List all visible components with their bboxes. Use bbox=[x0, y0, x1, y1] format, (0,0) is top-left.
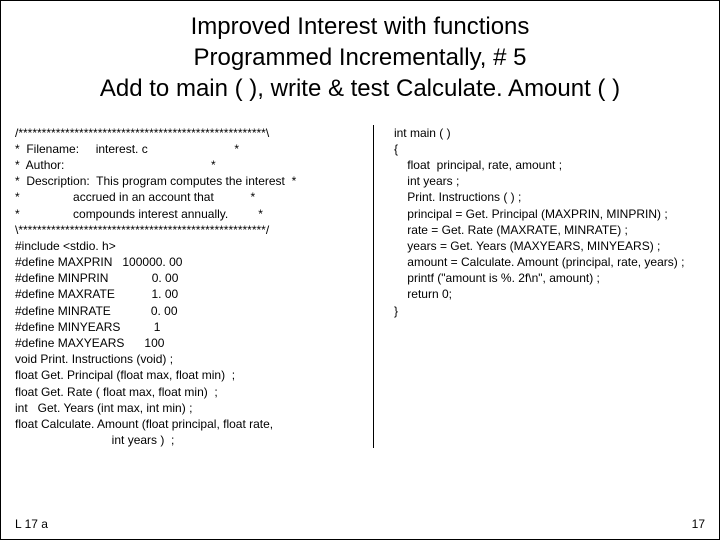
left-column: /***************************************… bbox=[11, 125, 374, 449]
right-column: int main ( ) { float principal, rate, am… bbox=[374, 125, 709, 449]
title-line-2: Programmed Incrementally, # 5 bbox=[21, 42, 699, 73]
content-columns: /***************************************… bbox=[1, 125, 719, 449]
right-code: int main ( ) { float principal, rate, am… bbox=[394, 125, 709, 319]
footer-label: L 17 a bbox=[15, 517, 48, 531]
page-number: 17 bbox=[692, 517, 705, 531]
title-line-1: Improved Interest with functions bbox=[21, 11, 699, 42]
title-area: Improved Interest with functions Program… bbox=[1, 1, 719, 125]
title-line-3: Add to main ( ), write & test Calculate.… bbox=[21, 73, 699, 104]
left-code: /***************************************… bbox=[15, 125, 365, 449]
